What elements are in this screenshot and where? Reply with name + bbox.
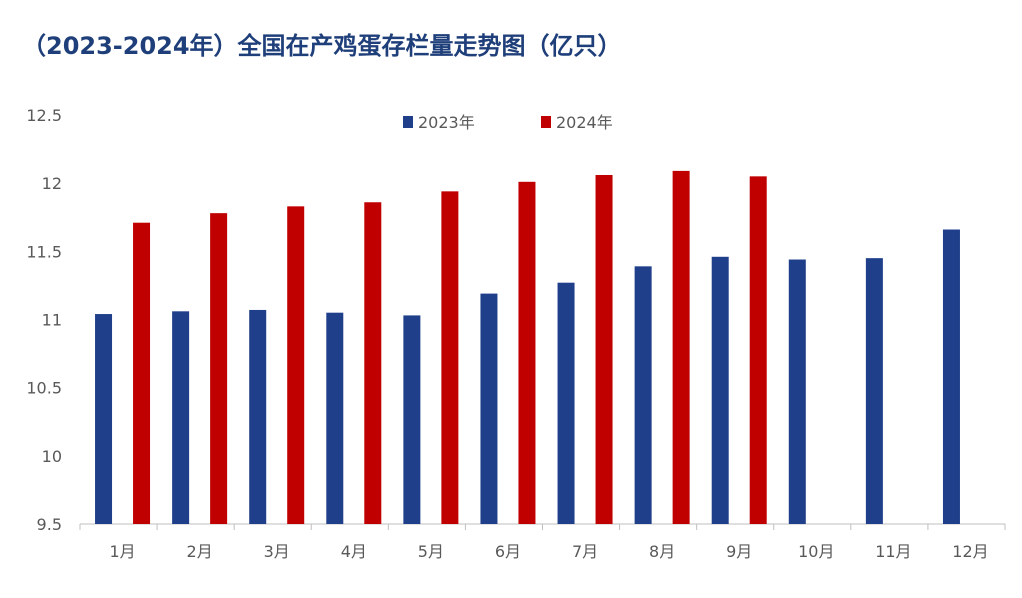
bar-2023年 — [249, 309, 267, 524]
x-tick-label: 10月 — [798, 542, 834, 561]
bar-2023年 — [942, 229, 960, 524]
y-tick-label: 11 — [42, 311, 62, 330]
bar-2024年 — [133, 222, 151, 524]
y-axis: 9.5 10 10.5 11 11.5 12 12.5 — [26, 106, 62, 534]
x-tick-label: 4月 — [341, 542, 367, 561]
y-tick-label: 10.5 — [26, 379, 62, 398]
x-tick-label: 11月 — [875, 542, 911, 561]
bar-2023年 — [557, 282, 575, 524]
y-tick-label: 12.5 — [26, 106, 62, 125]
bar-2023年 — [788, 259, 806, 524]
legend-label: 2023年 — [418, 113, 475, 132]
bar-2023年 — [480, 293, 498, 524]
y-tick-label: 9.5 — [37, 515, 62, 534]
bar-2024年 — [364, 202, 382, 524]
legend: 2023年 2024年 — [403, 113, 613, 132]
bars — [95, 170, 960, 525]
bar-2023年 — [711, 256, 729, 524]
x-tick-label: 12月 — [952, 542, 988, 561]
bar-2024年 — [595, 174, 613, 524]
chart-title: （2023-2024年）全国在产鸡蛋存栏量走势图（亿只） — [22, 32, 622, 60]
bar-2024年 — [441, 191, 459, 524]
bar-2023年 — [95, 314, 113, 524]
legend-swatch — [403, 116, 413, 128]
bar-2024年 — [749, 176, 767, 524]
bar-2024年 — [210, 213, 228, 524]
x-tick-label: 1月 — [109, 542, 135, 561]
x-tick-label: 2月 — [187, 542, 213, 561]
y-tick-label: 12 — [42, 174, 62, 193]
y-tick-label: 10 — [42, 447, 62, 466]
legend-swatch — [541, 116, 551, 128]
bar-2023年 — [326, 312, 344, 524]
bar-2024年 — [518, 181, 536, 524]
bar-2024年 — [287, 206, 305, 525]
bar-2023年 — [865, 258, 883, 524]
bar-2024年 — [672, 170, 690, 524]
x-tick-label: 6月 — [495, 542, 521, 561]
y-tick-label: 11.5 — [26, 242, 62, 261]
x-tick-label: 3月 — [264, 542, 290, 561]
bar-2023年 — [634, 266, 652, 524]
x-tick-label: 5月 — [418, 542, 444, 561]
x-axis: 1月 2月 3月 4月 5月 6月 7月 8月 9月 10月 11月 12月 — [79, 523, 1006, 561]
bar-2023年 — [172, 311, 190, 524]
x-tick-label: 8月 — [649, 542, 675, 561]
bar-2023年 — [403, 315, 421, 524]
legend-label: 2024年 — [556, 113, 613, 132]
x-tick-label: 7月 — [572, 542, 598, 561]
x-tick-label: 9月 — [726, 542, 752, 561]
